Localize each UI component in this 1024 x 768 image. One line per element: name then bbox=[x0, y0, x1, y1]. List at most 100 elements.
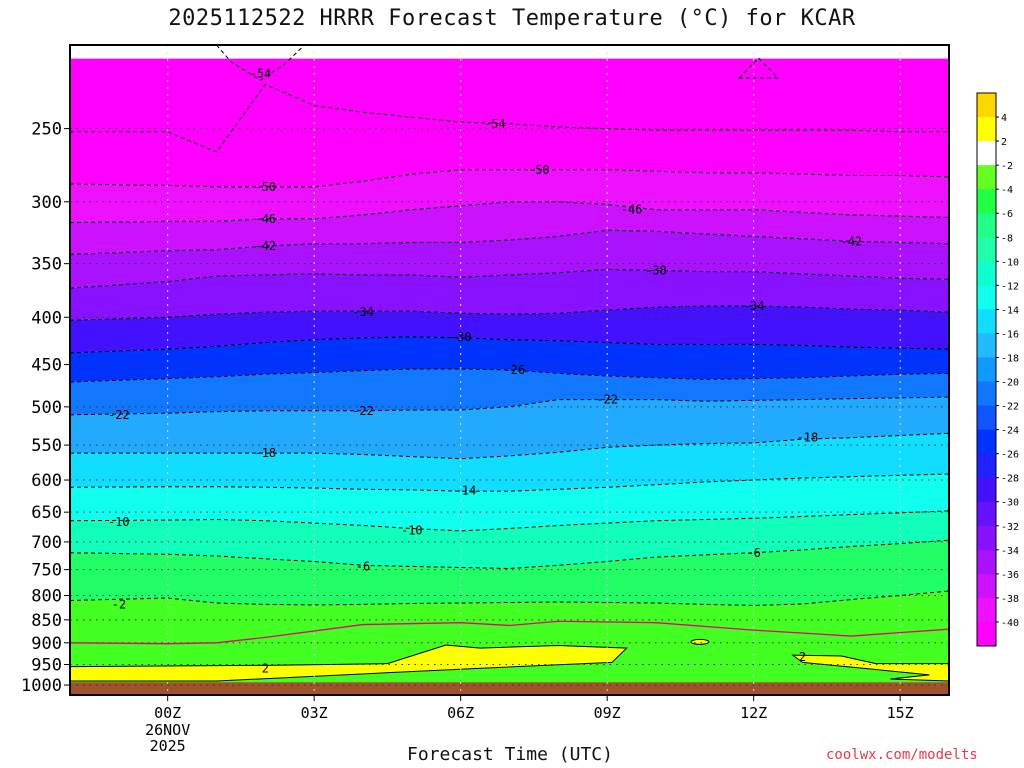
isotherm-label: -46 bbox=[621, 203, 643, 217]
colorbar-frame bbox=[976, 92, 997, 647]
temperature-band bbox=[70, 230, 949, 289]
colorbar-label: 2 bbox=[1001, 137, 1007, 148]
colorbar-label: -12 bbox=[1001, 281, 1019, 292]
colorbar-swatch bbox=[977, 93, 996, 118]
warm-layer-west bbox=[70, 644, 628, 682]
colorbar-label: -10 bbox=[1001, 257, 1019, 268]
colorbar-swatch bbox=[977, 525, 996, 551]
isotherm-line bbox=[70, 305, 949, 321]
temperature-band bbox=[70, 540, 949, 606]
isotherm-label: -30 bbox=[450, 330, 472, 344]
isotherm-line bbox=[70, 336, 949, 354]
colorbar-swatch bbox=[977, 285, 996, 310]
colorbar-label: -4 bbox=[1001, 185, 1013, 196]
isotherm-label: -22 bbox=[596, 393, 618, 407]
colorbar-swatch bbox=[977, 501, 996, 527]
y-tick-label: 900 bbox=[31, 634, 62, 654]
isotherm-label: -34 bbox=[352, 305, 374, 319]
colorbar-label: -34 bbox=[1001, 546, 1019, 557]
isotherm-label: -10 bbox=[108, 515, 130, 529]
colorbar-swatch bbox=[977, 117, 996, 142]
colorbar-swatch bbox=[977, 165, 996, 190]
ground-layer bbox=[70, 682, 949, 695]
colorbar-swatch bbox=[977, 141, 996, 166]
y-tick-label: 300 bbox=[31, 193, 62, 213]
colorbar-swatch bbox=[977, 429, 996, 455]
isotherm-label: -26 bbox=[504, 363, 526, 377]
warm-layer-east bbox=[791, 654, 949, 682]
colorbar-label: -20 bbox=[1001, 378, 1019, 389]
warm-pocket bbox=[690, 638, 710, 645]
isotherm-label: -50 bbox=[254, 180, 276, 194]
isotherm-label: -10 bbox=[401, 523, 423, 537]
isotherm-label: -38 bbox=[645, 263, 667, 277]
colorbar-label: -16 bbox=[1001, 329, 1019, 340]
colorbar-swatch bbox=[977, 549, 996, 575]
colorbar-label: -30 bbox=[1001, 498, 1019, 509]
colorbar-swatch bbox=[977, 453, 996, 479]
temperature-band bbox=[70, 336, 949, 382]
isotherm-label: 2 bbox=[799, 650, 806, 664]
temperature-band bbox=[70, 269, 949, 321]
x-tick-label: 15Z bbox=[887, 704, 914, 722]
y-tick-label: 350 bbox=[31, 255, 62, 275]
x-tick-label: 06Z bbox=[447, 704, 474, 722]
isotherm-line bbox=[70, 201, 949, 224]
colorbar-label: -18 bbox=[1001, 353, 1019, 364]
temperature-band bbox=[70, 369, 949, 415]
colorbar-swatch bbox=[977, 621, 996, 647]
x-tick-label: 03Z bbox=[301, 704, 328, 722]
isotherm-label: -42 bbox=[254, 239, 276, 253]
y-tick-label: 650 bbox=[31, 503, 62, 523]
isotherm-label: -50 bbox=[528, 163, 550, 177]
colorbar-label: -2 bbox=[1001, 161, 1013, 172]
isotherm-label: -22 bbox=[108, 408, 130, 422]
colorbar-swatch bbox=[977, 261, 996, 286]
isotherm-line bbox=[70, 590, 949, 606]
colorbar-label: -6 bbox=[1001, 209, 1013, 220]
isotherm-label: 2 bbox=[262, 662, 269, 676]
isotherm-label: -18 bbox=[797, 431, 819, 445]
colorbar-swatch bbox=[977, 381, 996, 407]
colorbar-swatch bbox=[977, 213, 996, 238]
isotherm-line bbox=[70, 539, 949, 570]
temperature-band bbox=[70, 201, 949, 255]
colorbar-label: -28 bbox=[1001, 474, 1019, 485]
colorbar-swatch bbox=[977, 237, 996, 262]
y-tick-label: 550 bbox=[31, 436, 62, 456]
freezing-isotherm-line bbox=[70, 620, 949, 645]
temperature-band bbox=[70, 306, 949, 353]
y-tick-label: 850 bbox=[31, 611, 62, 631]
isotherm-line bbox=[70, 396, 949, 416]
isotherm-label: -46 bbox=[254, 212, 276, 226]
isotherm-line bbox=[70, 169, 949, 188]
isotherm-label: -2 bbox=[112, 597, 126, 611]
y-tick-label: 700 bbox=[31, 533, 62, 553]
isotherm-line bbox=[70, 432, 949, 460]
isotherm-label: -6 bbox=[746, 546, 760, 560]
colorbar-swatch bbox=[977, 189, 996, 214]
x-tick-date-label: 2025 bbox=[150, 737, 186, 755]
isotherm-line bbox=[70, 268, 949, 289]
temperature-band bbox=[70, 397, 949, 459]
colorbar-swatch bbox=[977, 333, 996, 358]
isotherm-label: -22 bbox=[352, 404, 374, 418]
colorbar-label: -8 bbox=[1001, 233, 1013, 244]
isotherm-line bbox=[70, 83, 949, 153]
isotherm-label: -54 bbox=[250, 67, 272, 81]
chart-title: 2025112522 HRRR Forecast Temperature (°C… bbox=[168, 6, 856, 31]
y-tick-label: 400 bbox=[31, 308, 62, 328]
colorbar-label: -40 bbox=[1001, 618, 1019, 629]
colorbar-swatch bbox=[977, 477, 996, 503]
isotherm-label: -14 bbox=[455, 484, 477, 498]
isotherm-label: -42 bbox=[840, 234, 862, 248]
colorbar-swatch bbox=[977, 597, 996, 623]
source-link[interactable]: coolwx.com/modelts bbox=[826, 747, 978, 763]
y-tick-label: 450 bbox=[31, 356, 62, 376]
temperature-band bbox=[70, 433, 949, 492]
colorbar-swatch bbox=[977, 357, 996, 383]
colorbar-swatch bbox=[977, 309, 996, 334]
plot-frame bbox=[69, 44, 950, 696]
x-tick-label: 00Z bbox=[154, 704, 181, 722]
